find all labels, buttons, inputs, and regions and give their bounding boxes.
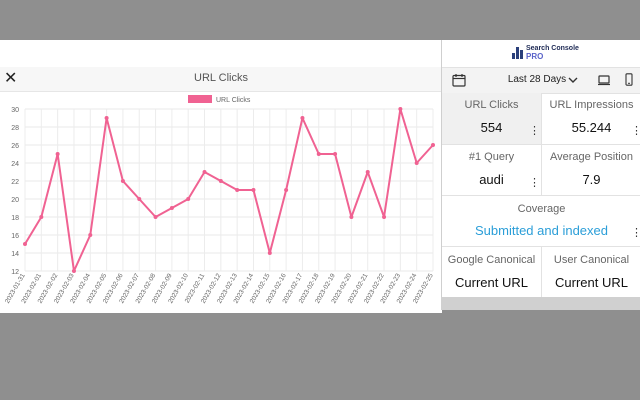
- logo-bars-icon: [512, 47, 524, 59]
- coverage-status[interactable]: Coverage Submitted and indexed: [442, 196, 640, 246]
- metric-label: #1 Query: [468, 151, 515, 163]
- metric-label: URL Impressions: [549, 99, 634, 111]
- data-point: [186, 197, 191, 201]
- metric-label: Average Position: [550, 151, 633, 163]
- metric-value: audi: [479, 172, 504, 187]
- logo-text: Search Console: [526, 45, 579, 52]
- y-tick-label: 16: [11, 233, 19, 240]
- canonical-value: Current URL: [455, 275, 528, 290]
- series-line: [24, 108, 434, 272]
- data-point: [71, 269, 76, 273]
- more-icon[interactable]: ⋮: [529, 177, 540, 189]
- more-icon[interactable]: ⋮: [529, 125, 540, 137]
- more-icon[interactable]: ⋮: [631, 125, 640, 137]
- canonical-label: Google Canonical: [447, 254, 536, 266]
- data-point: [333, 152, 338, 156]
- data-point: [55, 152, 60, 156]
- data-point: [365, 170, 370, 174]
- user-canonical[interactable]: User Canonical Current URL: [542, 247, 640, 297]
- data-point: [23, 242, 27, 246]
- y-tick-label: 12: [11, 269, 19, 276]
- google-canonical[interactable]: Google Canonical Current URL: [442, 247, 541, 297]
- data-point: [382, 215, 387, 219]
- metric-value: 55.244: [571, 120, 612, 135]
- metric-average-position[interactable]: Average Position 7.9: [542, 145, 640, 195]
- legend-swatch: [188, 95, 212, 103]
- y-tick-label: 20: [11, 197, 19, 204]
- y-tick-label: 14: [11, 251, 19, 258]
- date-toolbar: Last 28 Days: [442, 67, 640, 94]
- chart-panel: ✕ URL Clicks 12 14 16 18 20 22 24 26 28 30 2023-01…: [0, 67, 442, 313]
- mobile-icon[interactable]: [625, 73, 633, 86]
- y-tick-label: 28: [11, 125, 19, 132]
- calendar-icon[interactable]: [452, 73, 466, 87]
- data-point: [104, 116, 109, 120]
- metric-top-query[interactable]: #1 Query audi: [442, 145, 541, 195]
- data-point: [251, 188, 256, 192]
- sidebar-bottom-strip: [441, 297, 640, 310]
- chevron-down-icon[interactable]: [567, 74, 579, 86]
- y-tick-label: 30: [11, 107, 19, 114]
- close-icon[interactable]: ✕: [4, 70, 18, 87]
- metric-label: URL Clicks: [464, 99, 519, 111]
- metric-value: 7.9: [582, 172, 601, 187]
- y-tick-label: 22: [11, 179, 19, 186]
- metric-value: 554: [480, 120, 503, 135]
- data-point: [349, 215, 354, 219]
- data-point: [284, 188, 289, 192]
- data-point: [235, 188, 240, 192]
- top-white-bar: [0, 40, 442, 67]
- chart-header: ✕ URL Clicks: [0, 67, 442, 92]
- data-point: [153, 215, 158, 219]
- data-point: [218, 179, 223, 183]
- data-point: [316, 152, 321, 156]
- y-tick-label: 24: [11, 161, 19, 168]
- data-point: [88, 233, 93, 237]
- search-console-pro-logo: Search Console PRO: [512, 45, 582, 61]
- data-point: [300, 116, 305, 120]
- coverage-value: Submitted and indexed: [475, 223, 608, 238]
- url-clicks-chart: 121416182022242628302023-01-312023-02-01…: [4, 95, 435, 305]
- data-point: [414, 161, 419, 165]
- desktop-icon[interactable]: [598, 74, 610, 86]
- coverage-label: Coverage: [517, 203, 566, 215]
- data-point: [267, 251, 272, 255]
- data-point: [398, 107, 403, 111]
- canonical-value: Current URL: [555, 275, 628, 290]
- chart-title: URL Clicks: [194, 72, 248, 84]
- data-point: [120, 179, 125, 183]
- logo-pro-text: PRO: [526, 52, 544, 61]
- data-point: [169, 206, 174, 210]
- data-point: [39, 215, 44, 219]
- date-range-select[interactable]: Last 28 Days: [507, 74, 567, 85]
- y-tick-label: 18: [11, 215, 19, 222]
- y-tick-label: 26: [11, 143, 19, 150]
- legend-label: URL Clicks: [216, 97, 251, 104]
- data-point: [431, 143, 435, 147]
- data-point: [137, 197, 142, 201]
- metric-url-clicks[interactable]: URL Clicks 554: [442, 93, 541, 144]
- more-icon[interactable]: ⋮: [631, 227, 640, 239]
- metric-url-impressions[interactable]: URL Impressions 55.244: [542, 93, 640, 144]
- sidebar: Search Console PRO Last 28 Days URL Clic…: [441, 40, 640, 310]
- canonical-label: User Canonical: [553, 254, 630, 266]
- data-point: [202, 170, 207, 174]
